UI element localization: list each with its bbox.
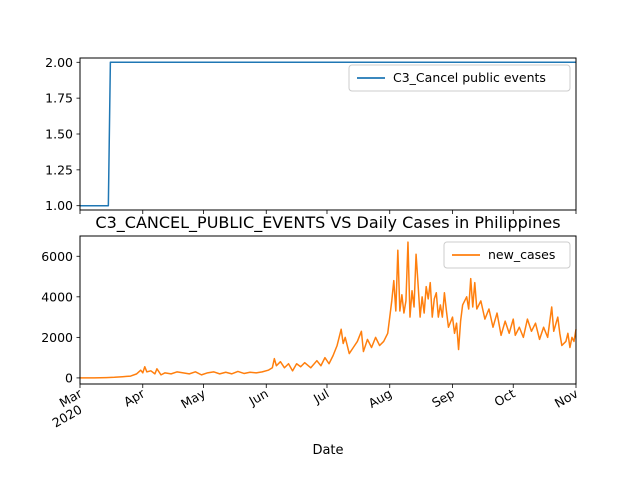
top-y-tick-label-3: 1.75 (45, 91, 73, 106)
bottom-y-tick-label-2: 4000 (41, 289, 73, 304)
top-y-tick-label-0: 1.00 (45, 198, 73, 213)
bottom-series-line-0 (79, 241, 577, 379)
bottom-plot-area (79, 241, 577, 379)
bottom-legend: new_cases (443, 241, 571, 269)
bottom-legend-box (443, 241, 571, 269)
top-panel: 1.00 1.25 1.50 1.75 2.00 C3_Cancel public ev… (45, 55, 577, 214)
bottom-y-tick-label-1: 2000 (41, 330, 73, 345)
top-legend: C3_Cancel public events (348, 64, 571, 92)
bottom-y-tick-label-0: 0 (65, 370, 73, 385)
top-legend-box (348, 64, 571, 92)
top-plot-area (80, 61, 576, 207)
bottom-axes-frame (79, 235, 577, 385)
top-y-tick-label-1: 1.25 (45, 162, 73, 177)
bottom-x-axis-label: Date (312, 443, 343, 458)
x-tick-label-4: Jul (310, 386, 331, 407)
bottom-legend-label: new_cases (488, 247, 555, 262)
top-y-tick-label-4: 2.00 (45, 55, 73, 70)
bottom-y-axis: 0 2000 4000 6000 (41, 249, 80, 385)
bottom-chart-title: C3_CANCEL_PUBLIC_EVENTS VS Daily Cases i… (95, 213, 560, 233)
top-series-line-0 (80, 61, 576, 207)
bottom-y-tick-label-3: 6000 (41, 249, 73, 264)
top-y-tick-label-2: 1.50 (45, 127, 73, 142)
top-legend-label: C3_Cancel public events (393, 70, 546, 85)
top-y-axis: 1.00 1.25 1.50 1.75 2.00 (45, 55, 80, 213)
top-x-axis (79, 210, 577, 214)
